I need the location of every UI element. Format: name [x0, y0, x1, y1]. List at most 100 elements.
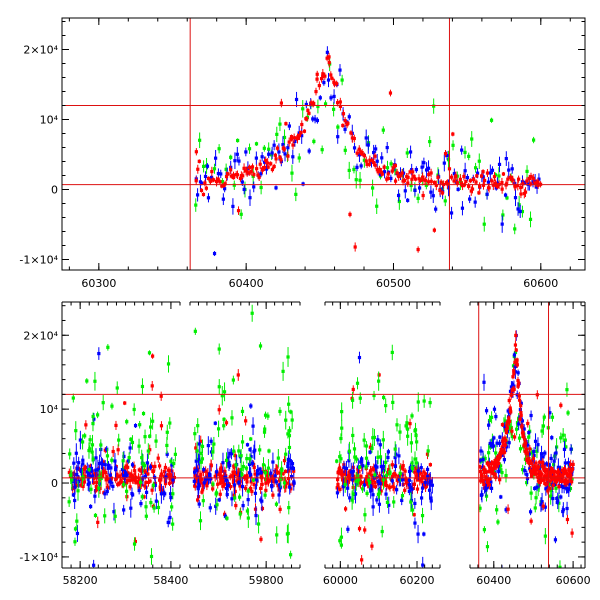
data-point [527, 176, 531, 180]
data-point [364, 136, 368, 140]
data-point [462, 174, 466, 179]
data-point [381, 464, 386, 468]
data-point [463, 150, 467, 154]
data-point [205, 481, 210, 485]
data-point [526, 455, 530, 459]
data-point [232, 449, 236, 453]
data-point [77, 461, 81, 465]
data-point [568, 486, 573, 491]
data-point [497, 461, 501, 465]
data-point [427, 172, 431, 177]
data-point [332, 94, 336, 99]
data-point [427, 474, 431, 478]
data-point [407, 489, 411, 493]
data-point [566, 479, 570, 484]
data-point [206, 476, 211, 481]
data-point [553, 477, 557, 481]
data-point [275, 146, 279, 150]
data-point [266, 161, 270, 165]
data-point [240, 180, 244, 184]
data-point [247, 462, 252, 466]
data-point [202, 481, 206, 485]
data-point [488, 171, 492, 175]
data-point [530, 451, 534, 455]
data-point [413, 457, 417, 461]
data-point [467, 154, 471, 158]
data-point [351, 492, 355, 496]
data-point [507, 419, 512, 423]
data-point [487, 469, 491, 473]
data-point [407, 478, 412, 482]
data-point [400, 171, 404, 175]
data-point [209, 175, 214, 179]
data-point [507, 168, 511, 172]
data-point [244, 419, 248, 423]
data-point [283, 152, 287, 156]
data-point [286, 476, 291, 481]
data-point [413, 470, 417, 474]
data-point [139, 501, 143, 506]
data-point [165, 452, 169, 456]
data-point [221, 197, 225, 201]
data-point [215, 470, 219, 474]
data-point [269, 471, 273, 475]
data-point [273, 474, 277, 478]
data-point [366, 461, 370, 466]
data-point [502, 450, 507, 454]
data-point [158, 485, 162, 489]
data-point [284, 418, 288, 422]
data-point [154, 439, 158, 443]
data-point [346, 486, 350, 490]
data-point [169, 477, 173, 481]
data-point [332, 81, 337, 85]
data-point [338, 466, 342, 470]
data-point [491, 444, 496, 448]
data-point [201, 488, 205, 492]
data-point [238, 477, 242, 481]
data-point [503, 193, 508, 197]
data-point [346, 527, 350, 531]
data-point [355, 165, 359, 169]
data-point [293, 139, 297, 143]
data-point [193, 432, 197, 436]
data-point [148, 434, 152, 438]
data-point [101, 401, 105, 405]
data-point [330, 76, 334, 80]
data-point [469, 189, 473, 193]
data-point [504, 431, 509, 435]
data-point [228, 451, 232, 456]
data-point [372, 435, 377, 440]
data-point [513, 350, 518, 355]
data-point [408, 422, 412, 426]
data-point [266, 414, 270, 418]
data-point [278, 409, 282, 414]
data-point [124, 471, 128, 475]
data-point [138, 423, 142, 427]
data-point [225, 492, 229, 497]
data-point [555, 445, 559, 449]
data-point [142, 495, 146, 499]
data-point [402, 179, 406, 183]
data-point [204, 477, 208, 481]
data-point [500, 447, 504, 452]
data-point [479, 479, 483, 483]
data-point [516, 183, 520, 188]
data-point [259, 486, 263, 491]
data-point [299, 131, 303, 135]
data-point [332, 107, 336, 111]
data-point [208, 179, 213, 183]
data-point [364, 465, 368, 469]
top-data-layer [62, 18, 585, 270]
data-point [92, 417, 96, 421]
data-point [559, 495, 563, 499]
data-point [153, 464, 157, 469]
data-point [252, 482, 256, 487]
data-point [531, 138, 536, 142]
data-point [344, 466, 349, 471]
data-point [274, 480, 278, 484]
data-point [367, 478, 371, 482]
data-point [270, 484, 274, 488]
data-point [562, 447, 567, 451]
data-point [239, 454, 243, 458]
